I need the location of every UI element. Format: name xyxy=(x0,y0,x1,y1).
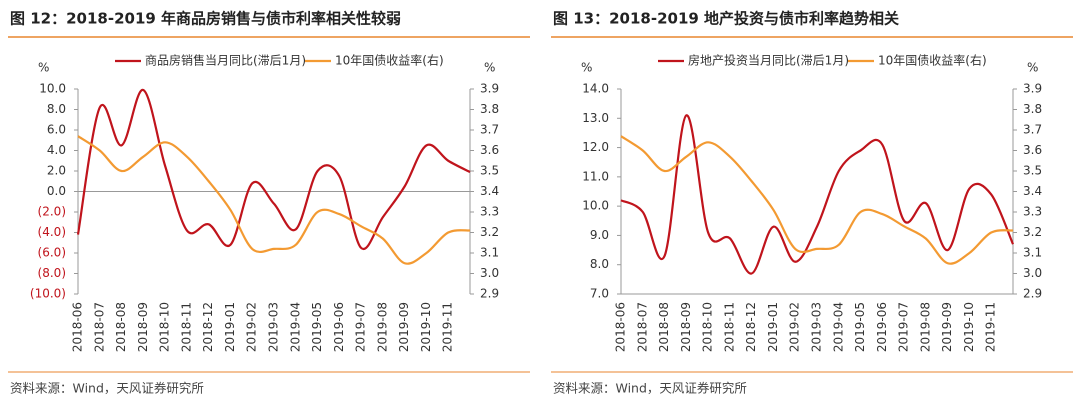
x-tick-label: 2018-06 xyxy=(71,302,85,352)
series-line xyxy=(77,135,471,265)
y2-tick-label: 3.5 xyxy=(480,164,499,178)
y-tick-label: 13.0 xyxy=(582,111,609,125)
y-tick-label: 10.0 xyxy=(39,82,66,96)
y2-tick-label: 3.4 xyxy=(480,184,499,198)
x-tick-label: 2018-10 xyxy=(158,302,172,352)
y2-tick-label: 3.3 xyxy=(1023,205,1042,219)
y-tick-label: 8.0 xyxy=(47,102,66,116)
x-tick-label: 2019-03 xyxy=(267,302,281,352)
y-tick-label: (6.0) xyxy=(38,246,66,260)
x-tick-label: 2019-11 xyxy=(441,302,455,352)
x-tick-label: 2019-08 xyxy=(375,302,389,352)
y2-tick-label: 3.7 xyxy=(1023,123,1042,137)
x-tick-label: 2018-07 xyxy=(635,302,649,352)
chart-title: 图 12：2018-2019 年商品房销售与债市利率相关性较弱 xyxy=(10,10,401,28)
y2-tick-label: 3.4 xyxy=(1023,184,1042,198)
x-tick-label: 2019-03 xyxy=(810,302,824,352)
x-tick-label: 2019-01 xyxy=(766,302,780,352)
series-line xyxy=(620,114,1015,275)
x-tick-label: 2019-07 xyxy=(897,302,911,352)
y2-unit: % xyxy=(1027,61,1038,75)
chart-title: 图 13：2018-2019 地产投资与债市利率趋势相关 xyxy=(553,10,899,28)
y-tick-label: 4.0 xyxy=(47,143,66,157)
y2-tick-label: 3.7 xyxy=(480,123,499,137)
y2-tick-label: 2.9 xyxy=(480,287,499,301)
y-tick-label: 6.0 xyxy=(47,123,66,137)
y2-tick-label: 3.5 xyxy=(1023,164,1042,178)
x-tick-label: 2019-02 xyxy=(245,302,259,352)
x-tick-label: 2018-12 xyxy=(201,302,215,352)
x-tick-label: 2018-11 xyxy=(722,302,736,352)
y2-tick-label: 2.9 xyxy=(1023,287,1042,301)
y2-tick-label: 3.1 xyxy=(1023,246,1042,260)
y-tick-label: 10.0 xyxy=(582,199,609,213)
y-tick-label: (2.0) xyxy=(38,205,66,219)
x-tick-label: 2019-11 xyxy=(984,302,998,352)
x-tick-label: 2019-02 xyxy=(788,302,802,352)
x-tick-label: 2019-06 xyxy=(875,302,889,352)
y-tick-label: (8.0) xyxy=(38,266,66,280)
y2-tick-label: 3.2 xyxy=(480,225,499,239)
y-tick-label: 12.0 xyxy=(582,140,609,154)
legend-label: 10年国债收益率(右) xyxy=(335,53,444,68)
y-unit: % xyxy=(38,61,49,75)
x-tick-label: 2019-04 xyxy=(831,302,845,352)
source: 资料来源：Wind，天风证券研究所 xyxy=(553,381,747,396)
x-tick-label: 2019-10 xyxy=(962,302,976,352)
x-tick-label: 2018-07 xyxy=(92,302,106,352)
y2-tick-label: 3.9 xyxy=(480,82,499,96)
y2-unit: % xyxy=(484,61,495,75)
x-tick-label: 2019-05 xyxy=(853,302,867,352)
x-tick-label: 2019-08 xyxy=(918,302,932,352)
x-tick-label: 2019-01 xyxy=(223,302,237,352)
y2-tick-label: 3.8 xyxy=(480,102,499,116)
y2-tick-label: 3.0 xyxy=(1023,266,1042,280)
y2-tick-label: 3.6 xyxy=(1023,143,1042,157)
source: 资料来源：Wind，天风证券研究所 xyxy=(10,381,204,396)
y2-tick-label: 3.1 xyxy=(480,246,499,260)
y2-tick-label: 3.6 xyxy=(480,143,499,157)
legend-label: 房地产投资当月同比(滞后1月) xyxy=(688,53,849,68)
y-unit: % xyxy=(581,61,592,75)
legend-label: 10年国债收益率(右) xyxy=(878,53,987,68)
y2-tick-label: 3.3 xyxy=(480,205,499,219)
x-tick-label: 2019-05 xyxy=(310,302,324,352)
y2-tick-label: 3.2 xyxy=(1023,225,1042,239)
y-tick-label: 11.0 xyxy=(582,169,609,183)
legend-label: 商品房销售当月同比(滞后1月) xyxy=(145,53,306,68)
x-tick-label: 2018-12 xyxy=(744,302,758,352)
y-tick-label: (10.0) xyxy=(30,287,66,301)
x-tick-label: 2019-04 xyxy=(288,302,302,352)
y-tick-label: 7.0 xyxy=(590,287,609,301)
series-line xyxy=(76,88,471,251)
x-tick-label: 2019-06 xyxy=(332,302,346,352)
x-tick-label: 2018-09 xyxy=(136,302,150,352)
chart: 图 13：2018-2019 地产投资与债市利率趋势相关资料来源：Wind，天风… xyxy=(551,10,1073,396)
y-tick-label: 8.0 xyxy=(590,257,609,271)
x-tick-label: 2018-10 xyxy=(701,302,715,352)
y-tick-label: 2.0 xyxy=(47,164,66,178)
x-tick-label: 2019-09 xyxy=(397,302,411,352)
y-tick-label: 14.0 xyxy=(582,82,609,96)
x-tick-label: 2019-10 xyxy=(419,302,433,352)
x-tick-label: 2019-09 xyxy=(940,302,954,352)
x-tick-label: 2018-08 xyxy=(114,302,128,352)
y2-tick-label: 3.9 xyxy=(1023,82,1042,96)
y-tick-label: 9.0 xyxy=(590,228,609,242)
x-tick-label: 2018-11 xyxy=(179,302,193,352)
y2-tick-label: 3.8 xyxy=(1023,102,1042,116)
x-tick-label: 2018-06 xyxy=(614,302,628,352)
x-tick-label: 2018-09 xyxy=(679,302,693,352)
y-tick-label: (4.0) xyxy=(38,225,66,239)
chart: 图 12：2018-2019 年商品房销售与债市利率相关性较弱资料来源：Wind… xyxy=(8,10,530,396)
y-tick-label: 0.0 xyxy=(47,184,66,198)
y2-tick-label: 3.0 xyxy=(480,266,499,280)
series-line xyxy=(620,135,1014,265)
x-tick-label: 2019-07 xyxy=(354,302,368,352)
x-tick-label: 2018-08 xyxy=(657,302,671,352)
